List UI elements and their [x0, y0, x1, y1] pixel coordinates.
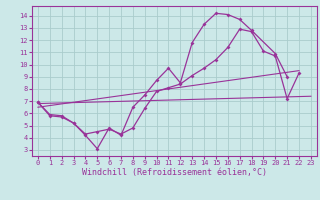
X-axis label: Windchill (Refroidissement éolien,°C): Windchill (Refroidissement éolien,°C) [82, 168, 267, 177]
